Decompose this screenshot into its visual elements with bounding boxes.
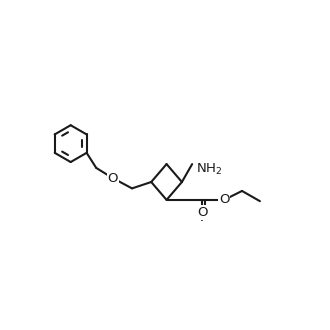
Text: NH$_2$: NH$_2$ bbox=[196, 162, 222, 177]
Text: O: O bbox=[197, 206, 208, 219]
Text: O: O bbox=[108, 172, 118, 185]
Text: O: O bbox=[219, 193, 229, 206]
